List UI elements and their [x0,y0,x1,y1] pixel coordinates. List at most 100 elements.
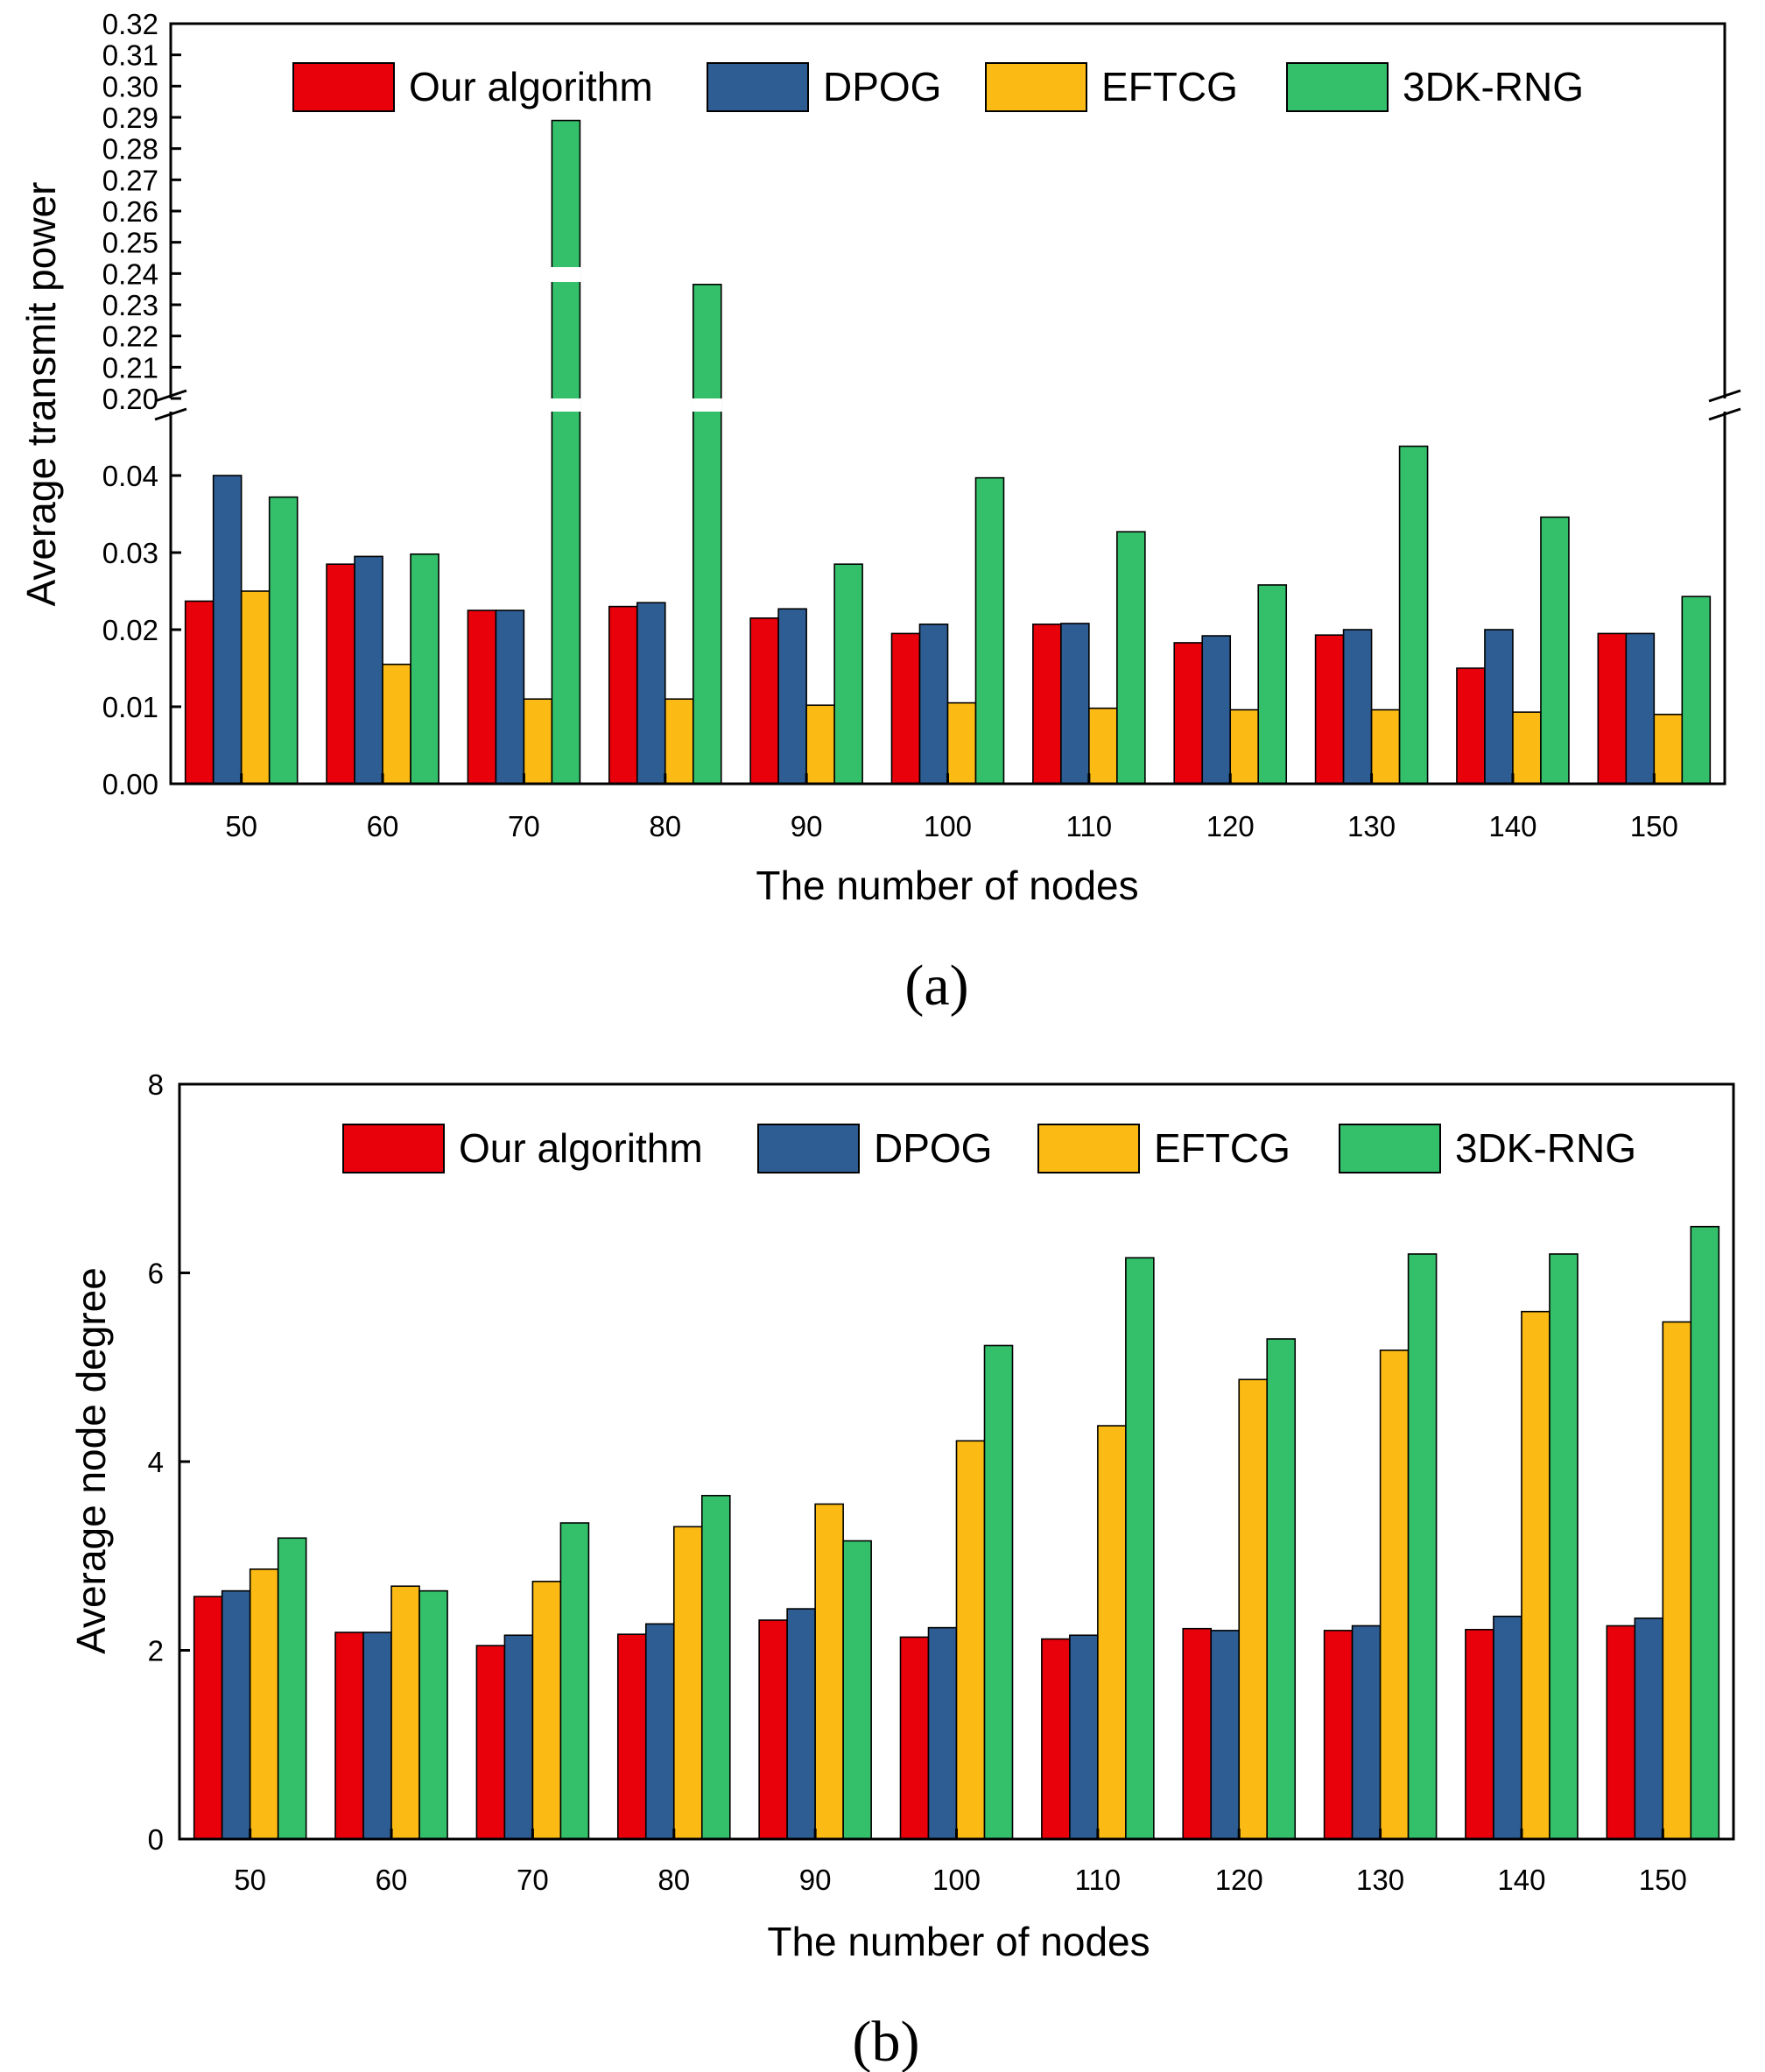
legend-label: EFTCG [1101,64,1238,109]
y-tick-label: 0.22 [102,321,158,353]
x-tick-label: 100 [932,1864,981,1896]
legend-label: Our algorithm [459,1125,703,1171]
bar [644,1623,675,1840]
bar [1173,642,1204,785]
bar [467,610,497,785]
bar [1597,632,1628,785]
legend-swatch [985,62,1087,112]
bar [664,698,694,785]
bar [1379,1350,1410,1840]
bar [1182,1627,1213,1840]
panel-label: (b) [853,2010,920,2072]
bars-group [184,119,1712,785]
bar [390,1585,420,1840]
axis-break-mark [1708,407,1741,421]
bar [1342,629,1373,785]
bar [749,617,779,785]
x-tick-label: 110 [1075,1864,1122,1896]
bar [890,632,921,785]
chart-panel-a: 0.00 0.01 0.02 0.03 0.04 0.200.210.220.230.24… [18,8,1741,1018]
x-tick-label: 80 [649,810,681,842]
bar [1690,1225,1720,1840]
x-axis-title: The number of nodes [756,863,1138,908]
bar [1625,632,1656,785]
bar [551,119,581,785]
bar [354,555,383,785]
x-tick-label: 90 [791,810,823,842]
y-tick-label: 0.28 [102,133,158,166]
y-tick-label: 0.26 [102,195,158,228]
legend-swatch [707,62,809,112]
bar [1398,445,1429,785]
bar [833,563,863,785]
y-tick-label: 0.30 [102,70,158,102]
x-tick-label: 120 [1215,1864,1263,1896]
x-tick-label: 80 [657,1864,690,1896]
axis-break-mark [154,407,187,421]
y-tick-label: 0.04 [102,460,158,492]
y-tick-label: 0.29 [102,102,158,134]
bars-group [193,1225,1720,1840]
bar [955,1440,986,1840]
x-tick-label: 150 [1639,1864,1687,1896]
bar [1088,707,1118,785]
y-axis-title: Average node degree [68,1267,114,1654]
bar [1266,1338,1297,1840]
bar [1238,1378,1269,1840]
bar [1351,1624,1382,1840]
bar [842,1540,872,1840]
bar [1407,1253,1438,1840]
x-tick-label: 130 [1347,810,1396,842]
bar [193,1596,223,1840]
x-tick-label: 90 [799,1864,832,1896]
y-tick-label: 0.27 [102,164,158,196]
bar [672,1526,703,1840]
legend-swatch [757,1124,860,1173]
x-tick-label: 120 [1206,810,1255,842]
axis-break-cover [1719,398,1730,412]
bar [1257,584,1288,785]
axis-break-mark [1708,389,1741,403]
x-tick-label: 140 [1497,1864,1545,1896]
bar [1323,1630,1354,1840]
x-tick-label: 150 [1630,810,1678,842]
bar [1493,1615,1522,1840]
bar [362,1632,392,1840]
bar [418,1589,448,1840]
bar [277,1537,307,1840]
bar [777,608,807,785]
y-tick-label: 0.31 [102,39,158,72]
y-tick-label: 0 [148,1823,164,1856]
y-tick-label: 0.03 [102,537,158,569]
bar [475,1645,506,1840]
bar [1521,1310,1551,1840]
bar [1484,629,1514,785]
bar [523,698,553,785]
bar [1069,1634,1099,1840]
y-tick-label: 0.25 [102,227,158,259]
y-tick-label: 0.00 [102,768,158,800]
bar [495,610,525,785]
bar [1512,711,1542,785]
bar [927,1626,958,1840]
bar [1032,624,1062,785]
bar [268,496,299,785]
x-axis-ticks: 50 60 70 80 90 100 110 120 130 140 150 [234,1829,1687,1896]
y-tick-label: 4 [148,1446,164,1478]
legend-swatch [1339,1124,1441,1173]
bar [221,1589,251,1840]
bar [1549,1253,1579,1840]
bar [212,475,243,785]
x-tick-label: 60 [376,1864,408,1896]
bar [240,590,271,785]
x-tick-label: 50 [234,1864,266,1896]
legend-label: DPOG [874,1125,992,1171]
legend-swatch [1286,62,1389,112]
bar [1060,623,1090,785]
bar [382,663,411,785]
bar [814,1503,844,1840]
bar [805,704,835,785]
y-tick-label: 0.32 [102,8,158,40]
bar [1097,1425,1127,1840]
